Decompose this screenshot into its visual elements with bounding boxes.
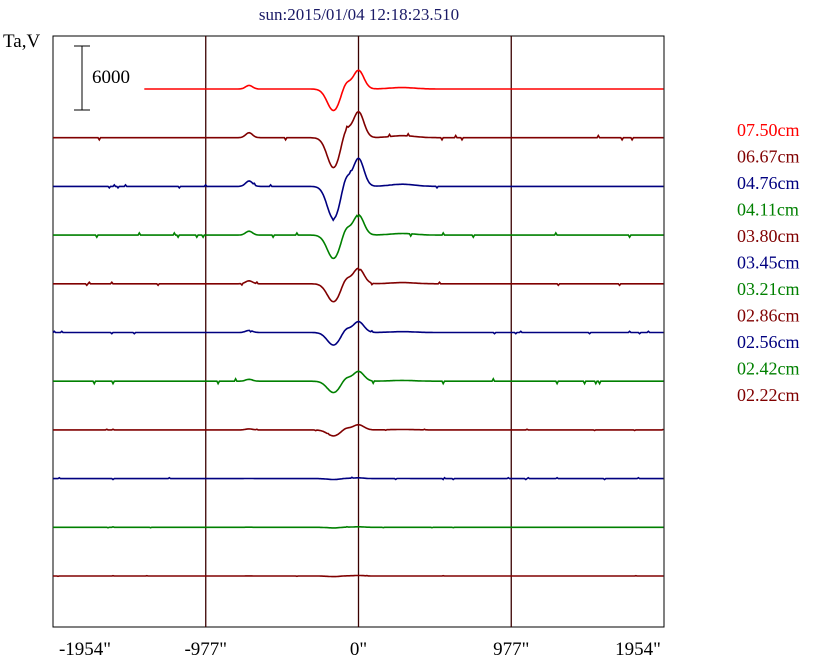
- legend-item: 07.50cm: [737, 120, 800, 140]
- legend-item: 02.22cm: [737, 385, 800, 405]
- y-axis-label: Ta,V: [3, 31, 40, 52]
- series-line-07.50cm: [144, 69, 664, 112]
- x-tick-labels: -1954" -977" 0" 977" 1954": [59, 639, 661, 660]
- scale-bar: 6000: [74, 45, 130, 111]
- legend-item: 03.21cm: [737, 279, 800, 299]
- series-line-02.42cm: [53, 525, 664, 529]
- series-line-02.56cm: [53, 476, 664, 481]
- x-tick-label: 0": [350, 639, 367, 660]
- series-line-02.22cm: [53, 574, 664, 578]
- grid-lines: [205, 36, 512, 627]
- series-line-04.11cm: [53, 213, 664, 260]
- series-line-03.21cm: [53, 370, 664, 394]
- legend-item: 02.86cm: [737, 306, 800, 326]
- series-line-04.76cm: [53, 157, 664, 222]
- series-line-03.45cm: [52, 320, 664, 346]
- series-line-06.67cm: [53, 110, 664, 169]
- legend-item: 02.42cm: [737, 359, 800, 379]
- x-tick-label: 1954": [615, 639, 661, 660]
- legend-item: 02.56cm: [737, 332, 800, 352]
- legend-item: 04.76cm: [737, 173, 800, 193]
- legend-item: 04.11cm: [737, 200, 799, 220]
- legend-item: 03.80cm: [737, 226, 800, 246]
- legend-item: 03.45cm: [737, 253, 800, 273]
- chart-title: sun:2015/01/04 12:18:23.510: [259, 5, 459, 24]
- scale-bar-label: 6000: [92, 67, 130, 88]
- traces: [52, 69, 664, 578]
- legend-item: 06.67cm: [737, 147, 800, 167]
- x-tick-label: -977": [184, 639, 227, 660]
- legend: 07.50cm 06.67cm 04.76cm 04.11cm 03.80cm 03.45…: [737, 120, 800, 405]
- series-line-03.80cm: [53, 267, 664, 303]
- x-tick-label: 977": [493, 639, 529, 660]
- x-tick-label: -1954": [59, 639, 111, 660]
- series-line-02.86cm: [53, 423, 664, 437]
